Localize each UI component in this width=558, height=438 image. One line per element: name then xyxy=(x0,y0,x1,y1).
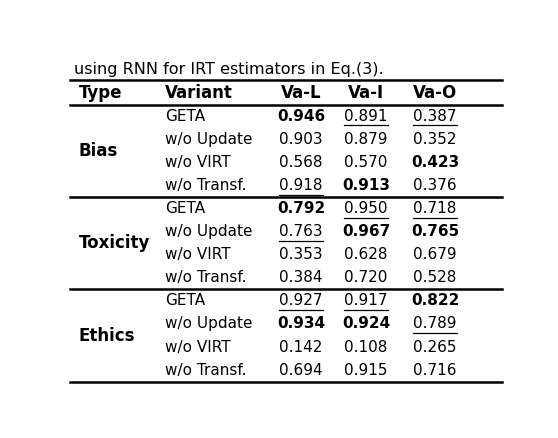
Text: 0.384: 0.384 xyxy=(280,270,323,285)
Text: Toxicity: Toxicity xyxy=(78,234,150,252)
Text: 0.934: 0.934 xyxy=(277,317,325,332)
Text: w/o Transf.: w/o Transf. xyxy=(165,178,247,193)
Text: Bias: Bias xyxy=(78,142,118,160)
Text: 0.568: 0.568 xyxy=(280,155,323,170)
Text: 0.950: 0.950 xyxy=(344,201,388,216)
Text: Va-L: Va-L xyxy=(281,84,321,102)
Text: 0.891: 0.891 xyxy=(344,109,388,124)
Text: Va-I: Va-I xyxy=(348,84,384,102)
Text: 0.679: 0.679 xyxy=(413,247,457,262)
Text: w/o VIRT: w/o VIRT xyxy=(165,339,230,355)
Text: w/o VIRT: w/o VIRT xyxy=(165,155,230,170)
Text: 0.879: 0.879 xyxy=(344,132,388,147)
Text: 0.924: 0.924 xyxy=(342,317,390,332)
Text: 0.570: 0.570 xyxy=(344,155,388,170)
Text: 0.376: 0.376 xyxy=(413,178,457,193)
Text: 0.822: 0.822 xyxy=(411,293,459,308)
Text: 0.915: 0.915 xyxy=(344,363,388,378)
Text: GETA: GETA xyxy=(165,293,205,308)
Text: GETA: GETA xyxy=(165,109,205,124)
Text: 0.917: 0.917 xyxy=(344,293,388,308)
Text: w/o Transf.: w/o Transf. xyxy=(165,363,247,378)
Text: 0.142: 0.142 xyxy=(280,339,323,355)
Text: 0.423: 0.423 xyxy=(411,155,459,170)
Text: w/o Update: w/o Update xyxy=(165,317,252,332)
Text: 0.628: 0.628 xyxy=(344,247,388,262)
Text: 0.352: 0.352 xyxy=(413,132,457,147)
Text: 0.918: 0.918 xyxy=(280,178,323,193)
Text: w/o Update: w/o Update xyxy=(165,224,252,239)
Text: 0.967: 0.967 xyxy=(342,224,390,239)
Text: 0.716: 0.716 xyxy=(413,363,457,378)
Text: 0.765: 0.765 xyxy=(411,224,459,239)
Text: w/o VIRT: w/o VIRT xyxy=(165,247,230,262)
Text: 0.353: 0.353 xyxy=(280,247,323,262)
Text: Ethics: Ethics xyxy=(78,326,135,345)
Text: Type: Type xyxy=(78,84,122,102)
Text: 0.718: 0.718 xyxy=(413,201,457,216)
Text: Variant: Variant xyxy=(165,84,233,102)
Text: 0.792: 0.792 xyxy=(277,201,325,216)
Text: 0.913: 0.913 xyxy=(342,178,390,193)
Text: 0.387: 0.387 xyxy=(413,109,457,124)
Text: 0.528: 0.528 xyxy=(413,270,457,285)
Text: w/o Update: w/o Update xyxy=(165,132,252,147)
Text: 0.108: 0.108 xyxy=(344,339,388,355)
Text: using RNN for IRT estimators in Eq.(3).: using RNN for IRT estimators in Eq.(3). xyxy=(74,62,384,77)
Text: 0.903: 0.903 xyxy=(280,132,323,147)
Text: GETA: GETA xyxy=(165,201,205,216)
Text: 0.720: 0.720 xyxy=(344,270,388,285)
Text: 0.763: 0.763 xyxy=(280,224,323,239)
Text: w/o Transf.: w/o Transf. xyxy=(165,270,247,285)
Text: Va-O: Va-O xyxy=(413,84,458,102)
Text: 0.946: 0.946 xyxy=(277,109,325,124)
Text: 0.694: 0.694 xyxy=(280,363,323,378)
Text: 0.265: 0.265 xyxy=(413,339,457,355)
Text: 0.789: 0.789 xyxy=(413,317,457,332)
Text: 0.927: 0.927 xyxy=(280,293,323,308)
